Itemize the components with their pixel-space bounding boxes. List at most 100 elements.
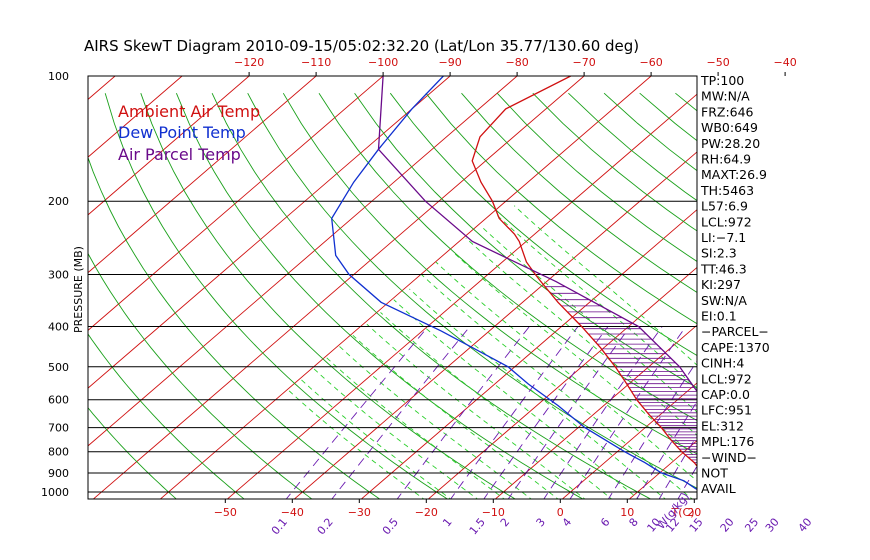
top-temp-label: −110 [301, 56, 331, 69]
mixing-ratio-line [756, 327, 853, 501]
mixing-ratio-label: 0.5 [380, 516, 401, 538]
mixing-ratio-line [569, 326, 687, 499]
dry-adiabat-line [247, 92, 697, 489]
isotherm-line [88, 76, 250, 216]
pressure-tick-label: 600 [48, 394, 69, 407]
ambient-temp-line [471, 76, 697, 468]
mixing-ratio-line [450, 326, 579, 499]
dry-adiabat-line [88, 333, 245, 499]
x-axis-label: T(C) [671, 506, 695, 519]
y-axis-label: PRESSURE (MB) [72, 246, 85, 333]
moist-adiabat-line [352, 334, 559, 499]
moist-adiabat-line [481, 226, 697, 413]
isotherm-line [88, 76, 317, 274]
dew-point-line [331, 76, 697, 491]
top-temp-label: −100 [368, 56, 398, 69]
top-temp-label: −60 [639, 56, 662, 69]
moist-adiabat-line [300, 378, 452, 499]
dry-adiabat-line [818, 93, 870, 501]
mixing-ratio-line [331, 326, 471, 499]
stability-index: FRZ:646 [701, 104, 754, 119]
mixing-ratio-label: 20 [718, 516, 737, 535]
bottom-temp-label: −30 [348, 506, 371, 519]
pressure-tick-label: 400 [48, 321, 69, 334]
stability-index: EL:312 [701, 418, 744, 433]
moist-adiabat-line [513, 205, 697, 366]
stability-index: TP:100 [700, 73, 744, 88]
bottom-temp-label: 0 [557, 506, 564, 519]
dry-adiabat-line [211, 93, 652, 499]
thermo-grid [88, 76, 870, 501]
pressure-tick-label: 700 [48, 422, 69, 435]
stability-index: LCL:972 [701, 371, 752, 386]
dry-adiabat-line [88, 156, 381, 499]
isotherm-line [88, 76, 183, 158]
stability-index: TT:46.3 [700, 261, 747, 276]
pressure-tick-label: 900 [48, 467, 69, 480]
moist-adiabat-line [380, 312, 613, 499]
isotherm-line [494, 324, 697, 499]
pressure-tick-label: 800 [48, 446, 69, 459]
stability-index: CINH:4 [701, 356, 744, 371]
mixing-ratio-line [285, 326, 429, 499]
isotherm-line [92, 76, 585, 499]
mixing-ratio-label: 4 [560, 516, 574, 530]
top-temp-label: −90 [438, 56, 461, 69]
mixing-ratio-line [677, 465, 697, 499]
pressure-tick-label: 100 [48, 70, 69, 83]
bottom-temp-label: −40 [281, 506, 304, 519]
dry-adiabat-line [854, 93, 870, 501]
stability-index: AVAIL [701, 481, 736, 496]
mixing-ratio-line [777, 327, 870, 501]
mixing-ratio-line [607, 360, 697, 499]
bottom-temp-label: −10 [482, 506, 505, 519]
bottom-temp-label: −20 [415, 506, 438, 519]
dry-adiabat-line [140, 93, 516, 499]
dry-adiabat-line [88, 252, 313, 499]
dry-adiabat-line [639, 92, 697, 142]
mixing-ratio-line [507, 326, 631, 499]
moist-adiabat-line [393, 299, 640, 499]
mixing-ratio-label: 25 [742, 516, 761, 535]
stability-index: TH:5463 [700, 183, 754, 198]
isotherm-line [159, 76, 652, 499]
dry-adiabat-line [104, 93, 449, 499]
stability-index: −WIND− [701, 450, 757, 465]
stability-index: CAPE:1370 [701, 340, 770, 355]
stability-index: NOT [701, 466, 728, 481]
isotherm-line [561, 382, 697, 499]
stability-index: −PARCEL− [701, 324, 769, 339]
isotherm-line [293, 151, 697, 499]
legend-ambient-air-temp: Ambient Air Temp [118, 102, 260, 121]
mixing-ratio-label: 3 [534, 516, 548, 530]
mixing-ratio-line [483, 326, 609, 499]
stability-index: CAP:0.0 [701, 387, 750, 402]
stability-index: SI:2.3 [701, 246, 737, 261]
pressure-tick-label: 200 [48, 195, 69, 208]
isotherm-line [761, 76, 870, 501]
stability-index: LI:−7.1 [701, 230, 746, 245]
mixing-ratio-label: 40 [796, 516, 815, 535]
mixing-ratio-label: 1 [440, 516, 454, 530]
bottom-temp-label: −50 [214, 506, 237, 519]
moist-adiabat-line [313, 368, 479, 499]
moist-adiabat-line [366, 323, 586, 499]
stability-indices: TP:100MW:N/AFRZ:646WB0:649PW:28.20RH:64.… [700, 73, 770, 496]
dry-adiabat-line [175, 93, 584, 499]
isotherm-line [88, 76, 518, 447]
stability-index: MAXT:26.9 [701, 167, 767, 182]
top-temp-label: −80 [505, 56, 528, 69]
isotherm-line [226, 93, 697, 499]
stability-index: EI:0.1 [701, 309, 737, 324]
isotherm-line [427, 266, 697, 499]
mixing-ratio-line [396, 326, 530, 499]
stability-index: WB0:649 [701, 120, 758, 135]
stability-index: SW:N/A [701, 293, 747, 308]
dry-adiabat-line [496, 92, 697, 262]
dry-adiabat-line [461, 92, 697, 293]
stability-index: LFC:951 [701, 403, 752, 418]
dry-adiabat-line [389, 92, 697, 357]
stability-index: MPL:176 [701, 434, 754, 449]
dry-adiabat-line [782, 93, 870, 501]
